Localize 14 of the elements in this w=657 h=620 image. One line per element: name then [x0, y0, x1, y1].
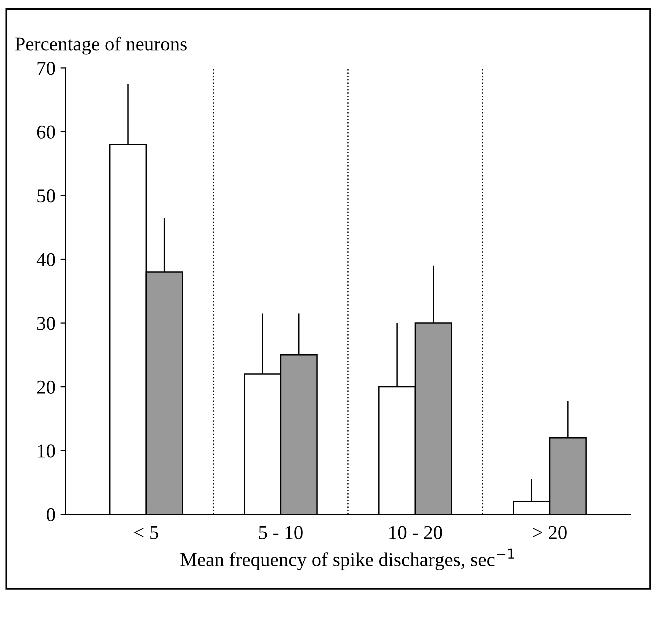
- x-tick-label: 5 - 10: [259, 526, 303, 540]
- x-tick-label: > 20: [533, 526, 567, 540]
- y-tick-label: 40: [36, 253, 56, 266]
- y-axis-title: Percentage of neurons: [15, 36, 187, 55]
- x-tick-label: 10 - 20: [390, 526, 442, 540]
- y-tick-label: 20: [37, 380, 56, 394]
- y-tick-label: 0: [46, 508, 56, 522]
- y-tick-label: 70: [38, 62, 56, 76]
- y-tick-label: 60: [37, 126, 56, 139]
- x-tick-label: < 5: [134, 526, 158, 540]
- y-tick-label: 10: [38, 444, 56, 458]
- x-axis-title: Mean frequency of spike discharges, sec$^{−1}$: [180, 548, 514, 570]
- y-tick-label: 30: [37, 317, 56, 330]
- y-tick-label: 50: [38, 190, 56, 203]
